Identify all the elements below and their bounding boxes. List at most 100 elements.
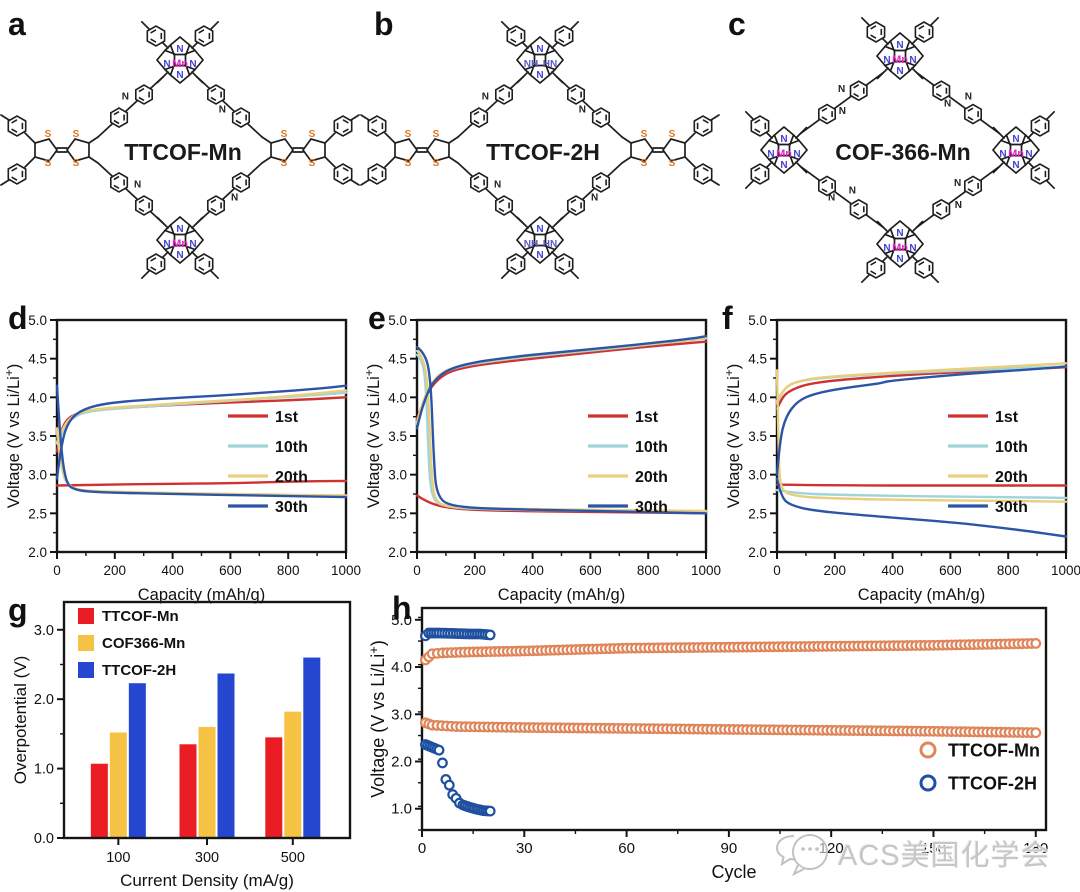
bar-TTCOF-Mn bbox=[179, 744, 197, 838]
svg-text:S: S bbox=[669, 158, 676, 169]
legend: 1st 10th 20th 30th bbox=[588, 409, 668, 516]
bar-COF366-Mn bbox=[198, 726, 216, 838]
phenyl-ring bbox=[932, 80, 951, 102]
methyl-bond bbox=[210, 270, 220, 280]
svg-text:4.0: 4.0 bbox=[28, 390, 47, 405]
svg-text:5.0: 5.0 bbox=[391, 612, 412, 629]
legend: TTCOF-Mn COF366-Mn TTCOF-2H bbox=[78, 608, 185, 679]
svg-text:N: N bbox=[896, 40, 903, 51]
imine-linker: NN bbox=[799, 71, 885, 135]
y-axis-label: Overpotential (V) bbox=[11, 656, 30, 785]
svg-text:800: 800 bbox=[637, 563, 660, 578]
phenyl-ring bbox=[146, 25, 166, 47]
svg-text:S: S bbox=[45, 158, 52, 169]
svg-text:3.0: 3.0 bbox=[34, 623, 54, 639]
phenyl-ring bbox=[567, 84, 585, 105]
phenyl-ring bbox=[194, 253, 214, 275]
methyl-bond bbox=[500, 270, 510, 280]
panel-letter-c: c bbox=[728, 6, 746, 42]
y-axis-label: Voltage (V vs Li/Li+) bbox=[2, 364, 23, 509]
phenyl-ring bbox=[110, 171, 129, 193]
imine-linker: N bbox=[97, 75, 165, 138]
phenyl-ring bbox=[914, 257, 934, 279]
series bbox=[775, 362, 1068, 538]
phenyl-ring bbox=[231, 171, 250, 193]
phenyl-ring bbox=[207, 195, 225, 216]
svg-text:N: N bbox=[536, 224, 543, 235]
phenyl-ring bbox=[506, 25, 526, 47]
svg-text:3.5: 3.5 bbox=[28, 429, 47, 444]
svg-text:N: N bbox=[828, 193, 835, 204]
phenyl-ring bbox=[470, 171, 489, 193]
svg-text:400: 400 bbox=[521, 563, 544, 578]
svg-text:800: 800 bbox=[997, 563, 1020, 578]
svg-text:N: N bbox=[896, 228, 903, 239]
structure-label-cof-366-mn: COF-366-Mn bbox=[835, 139, 970, 165]
svg-text:N: N bbox=[767, 149, 774, 160]
methyl-bond bbox=[930, 274, 940, 284]
svg-text:2.0: 2.0 bbox=[748, 545, 767, 560]
svg-text:30th: 30th bbox=[635, 499, 668, 516]
svg-text:N: N bbox=[954, 178, 961, 189]
imine-linker: N bbox=[457, 75, 525, 138]
svg-text:S: S bbox=[405, 129, 412, 140]
phenyl-ring bbox=[914, 21, 934, 43]
phenyl-ring bbox=[495, 195, 513, 216]
imine-linker: N bbox=[97, 162, 165, 225]
imine-linker: N bbox=[195, 162, 263, 225]
legend: TTCOF-Mn TTCOF-2H bbox=[919, 741, 1040, 794]
svg-text:N: N bbox=[482, 91, 489, 102]
svg-text:600: 600 bbox=[939, 563, 962, 578]
svg-text:500: 500 bbox=[281, 850, 305, 866]
svg-text:1st: 1st bbox=[635, 409, 659, 426]
phenyl-ring bbox=[7, 115, 27, 137]
svg-text:N: N bbox=[838, 84, 845, 95]
svg-text:S: S bbox=[281, 129, 288, 140]
phenyl-ring bbox=[964, 175, 982, 197]
phenyl-ring bbox=[333, 163, 353, 185]
imine-linker: N bbox=[195, 75, 263, 138]
curve-1st bbox=[55, 479, 348, 487]
y-axis-label: Voltage (V vs Li/Li+) bbox=[366, 640, 388, 798]
svg-text:1000: 1000 bbox=[1051, 563, 1080, 578]
svg-text:N: N bbox=[909, 243, 916, 254]
x-axis-label: Current Density (mA/g) bbox=[120, 871, 294, 890]
svg-text:S: S bbox=[281, 158, 288, 169]
svg-text:150: 150 bbox=[921, 840, 946, 857]
ttf-unit: S S S S bbox=[360, 114, 459, 186]
svg-text:2.5: 2.5 bbox=[28, 506, 47, 521]
svg-text:N: N bbox=[1012, 134, 1019, 145]
porphyrin-mn: NNN NMn bbox=[860, 219, 940, 284]
svg-text:600: 600 bbox=[579, 563, 602, 578]
svg-text:S: S bbox=[73, 129, 80, 140]
svg-text:S: S bbox=[309, 158, 316, 169]
phenyl-ring bbox=[554, 253, 574, 275]
phenyl-ring bbox=[591, 171, 610, 193]
svg-text:N: N bbox=[965, 91, 972, 102]
phenyl-ring bbox=[367, 163, 387, 185]
svg-text:3.0: 3.0 bbox=[388, 468, 407, 483]
svg-text:N: N bbox=[579, 105, 586, 116]
svg-text:4.5: 4.5 bbox=[748, 352, 767, 367]
svg-text:10th: 10th bbox=[275, 439, 308, 456]
methyl-bond bbox=[570, 270, 580, 280]
phenyl-ring bbox=[333, 115, 353, 137]
ttf-unit: S S S S bbox=[261, 114, 360, 186]
svg-text:N: N bbox=[883, 55, 890, 66]
svg-text:N: N bbox=[839, 106, 846, 117]
svg-text:N: N bbox=[536, 44, 543, 55]
panel-letter-h: h bbox=[392, 590, 412, 626]
svg-text:20th: 20th bbox=[275, 469, 308, 486]
svg-text:N: N bbox=[176, 224, 183, 235]
panel-letter-e: e bbox=[368, 300, 386, 336]
curve-30th bbox=[415, 335, 708, 430]
svg-text:S: S bbox=[433, 129, 440, 140]
axes: 0 200 400 600 800 1000 2.0 2.5 3.0 3.5 4.0 4.5 5.0 Ca… bbox=[2, 313, 361, 604]
svg-text:Mn: Mn bbox=[1008, 148, 1024, 160]
svg-text:0: 0 bbox=[418, 840, 426, 857]
svg-text:0.0: 0.0 bbox=[34, 831, 54, 847]
svg-text:30th: 30th bbox=[995, 499, 1028, 516]
svg-text:Mn: Mn bbox=[172, 238, 188, 250]
